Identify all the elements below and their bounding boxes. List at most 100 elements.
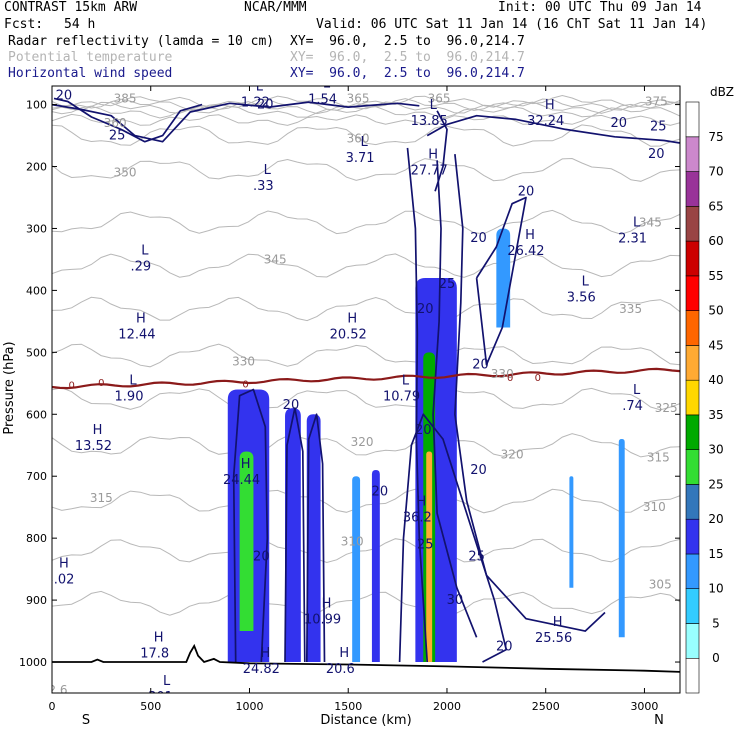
y-tick-label: 400 (26, 284, 47, 297)
colorbar-label: 40 (708, 373, 723, 387)
colorbar-label: 75 (708, 130, 723, 144)
extremum-value: 20.52 (330, 328, 367, 343)
wind-speed-label: 25 (109, 129, 126, 144)
colorbar-swatch (685, 379, 700, 416)
extremum-value: 24.44 (223, 473, 260, 488)
field-reflectivity-name: Radar reflectivity (lamda = 10 cm) (8, 34, 275, 49)
wind-speed-label: 20 (283, 398, 300, 413)
theta-contour (52, 296, 680, 322)
field-wind-xy: XY= 96.0, 2.5 to 96.0,214.7 (290, 66, 525, 81)
extremum-value: 17.8 (140, 647, 169, 662)
freezing-level-label: 0 (242, 379, 248, 390)
freezing-level-line (52, 367, 680, 390)
y-tick-label: 1000 (19, 656, 47, 669)
wind-speed-label: 30 (447, 593, 464, 608)
potential-temperature-contours (52, 94, 680, 616)
reflectivity-cell (569, 476, 574, 588)
colorbar-swatch (685, 657, 700, 694)
freezing-level-label: 0 (69, 381, 75, 392)
wind-speed-contour (432, 160, 478, 638)
extremum-kind: H (428, 148, 438, 163)
extremum-value: 10.99 (304, 613, 341, 628)
colorbar-label: 70 (708, 165, 723, 179)
extremum-kind: H (59, 556, 69, 571)
theta-contour (52, 488, 680, 514)
extremum-kind: L (141, 244, 149, 259)
theta-label: 350 (114, 166, 137, 180)
theta-label: 330 (491, 367, 514, 381)
theta-label: 360 (104, 116, 127, 130)
colorbar-label: 0 (712, 651, 720, 665)
extremum-kind: L (256, 79, 264, 94)
theta-label: 365 (347, 91, 370, 105)
theta-contour (52, 105, 680, 119)
theta-label: 310 (643, 500, 666, 514)
valid-time: Valid: 06 UTC Sat 11 Jan 14 (16 ChT Sat … (316, 17, 708, 32)
freezing-level-label: 0 (535, 373, 541, 384)
forecast-hour: 54 h (64, 17, 96, 32)
wind-speed-label: 20 (496, 640, 513, 655)
wind-speed-label: 20 (470, 463, 487, 478)
field-reflectivity-xy: XY= 96.0, 2.5 to 96.0,214.7 (290, 34, 525, 49)
theta-label: 365 (428, 91, 451, 105)
extremum-kind: L (163, 674, 171, 689)
wind-speed-contour (232, 388, 269, 663)
theta-contour (52, 590, 680, 616)
reflectivity-shading (227, 228, 625, 663)
x-axis-label: Distance (km) (320, 713, 411, 728)
extremum-value: 13.52 (75, 439, 112, 454)
colorbar-label: 20 (708, 512, 723, 526)
wind-speed-label: 25 (468, 550, 485, 565)
extremum-kind: L (323, 76, 331, 91)
colorbar-swatch (685, 275, 700, 311)
colorbar-label: 25 (708, 477, 723, 491)
extremum-kind: H (154, 631, 164, 646)
theta-contour (52, 157, 680, 182)
field-wind-name: Horizontal wind speed (8, 66, 173, 81)
colorbar-swatch (685, 484, 700, 520)
extremum-value: 36.2 (403, 510, 432, 525)
wind-speed-label: 20 (257, 98, 274, 113)
colorbar-unit: dBZ (710, 85, 734, 99)
extremum-value: 12.44 (118, 328, 155, 343)
colorbar-swatch (685, 136, 700, 172)
colorbar-swatch (685, 310, 700, 346)
theta-contour (52, 343, 680, 368)
extremum-value: 3.71 (346, 151, 375, 166)
colorbar-swatch (685, 518, 700, 555)
theta-label: 310 (341, 534, 364, 548)
x-tick-label: 2000 (433, 700, 461, 713)
extremum-value: 32.24 (527, 114, 564, 129)
axes: 0 500 1000 1500 2000 2500 30001002003004005006… (19, 86, 680, 713)
extremum-kind: H (525, 228, 535, 243)
theta-label: 335 (619, 302, 642, 316)
extremum-value: 3.56 (567, 290, 596, 305)
plot-frame (51, 85, 681, 694)
wind-speed-contour (398, 413, 508, 663)
theta-contour (52, 253, 680, 278)
theta-contour (52, 538, 680, 564)
wind-speed-labels: 20 20 20 25 20 25 20 20 25 20 20 20 20 20 20 25 25 20 30 20 (56, 88, 667, 654)
colorbar-label: 65 (708, 199, 723, 213)
reflectivity-cell (239, 451, 254, 632)
wind-speed-label: 20 (253, 550, 270, 565)
y-tick-label: 800 (26, 532, 47, 545)
extremum-value: .74 (622, 399, 643, 414)
wind-speed-contours (52, 97, 680, 663)
x-tick-label: 0 (49, 700, 56, 713)
extremum-kind: H (136, 312, 146, 327)
extremum-kind: H (93, 423, 103, 438)
freezing-level-label: 0 (507, 373, 513, 384)
colorbar-swatch (685, 588, 700, 624)
colorbar-label: 15 (708, 547, 723, 561)
extremum-value: .29 (131, 260, 152, 275)
wind-speed-label: 20 (417, 302, 434, 317)
theta-contour (52, 98, 680, 112)
theta-label: 315 (90, 491, 113, 505)
extremum-kind: L (402, 374, 410, 389)
theta-label: 385 (114, 91, 137, 105)
colorbar-swatch (685, 240, 700, 277)
theta-label: 345 (639, 215, 662, 229)
extremum-value: 20.6 (326, 662, 355, 677)
